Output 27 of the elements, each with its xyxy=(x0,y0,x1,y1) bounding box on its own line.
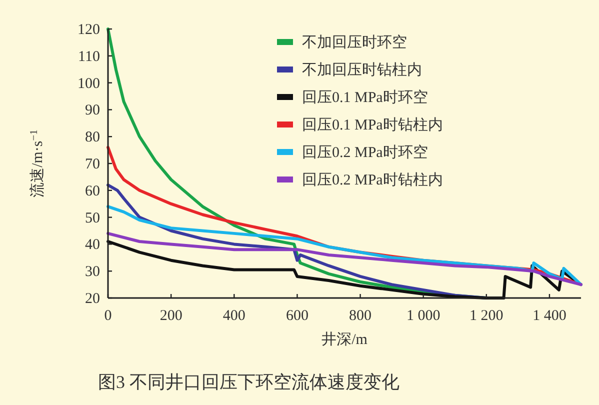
y-tick-label: 60 xyxy=(85,183,100,200)
legend-label: 回压0.2 MPa时环空 xyxy=(302,144,428,161)
y-tick-label: 120 xyxy=(78,22,100,38)
x-tick-label: 400 xyxy=(222,308,246,324)
y-tick-label: 70 xyxy=(85,156,100,172)
legend-label: 回压0.2 MPa时钻柱内 xyxy=(302,172,443,188)
y-tick-label: 110 xyxy=(78,48,100,65)
legend-label: 回压0.1 MPa时环空 xyxy=(302,89,428,106)
x-tick-label: 600 xyxy=(286,308,308,324)
y-tick-label: 40 xyxy=(85,237,100,254)
x-tick-label: 1 400 xyxy=(532,308,566,324)
y-tick-label: 80 xyxy=(85,130,100,146)
y-tick-label: 100 xyxy=(78,76,100,92)
text: 图3 不同井口回压下环空流体速度变化 xyxy=(98,372,400,392)
y-tick-label: 30 xyxy=(85,264,100,280)
y-tick-label: 20 xyxy=(85,291,100,307)
x-tick-label: 1 200 xyxy=(470,308,504,324)
x-tick-label: 200 xyxy=(160,308,182,324)
legend-label: 不加回压时环空 xyxy=(302,34,407,51)
legend-label: 不加回压时钻柱内 xyxy=(302,62,422,78)
x-axis-title: 井深/m xyxy=(322,331,368,348)
x-tick-label: 800 xyxy=(349,308,372,324)
y-tick-label: 50 xyxy=(85,210,100,226)
y-tick-label: 90 xyxy=(85,102,100,119)
legend-label: 回压0.1 MPa时钻柱内 xyxy=(302,116,443,134)
x-tick-label: 1 000 xyxy=(406,308,440,324)
x-tick-label: 0 xyxy=(104,308,112,324)
